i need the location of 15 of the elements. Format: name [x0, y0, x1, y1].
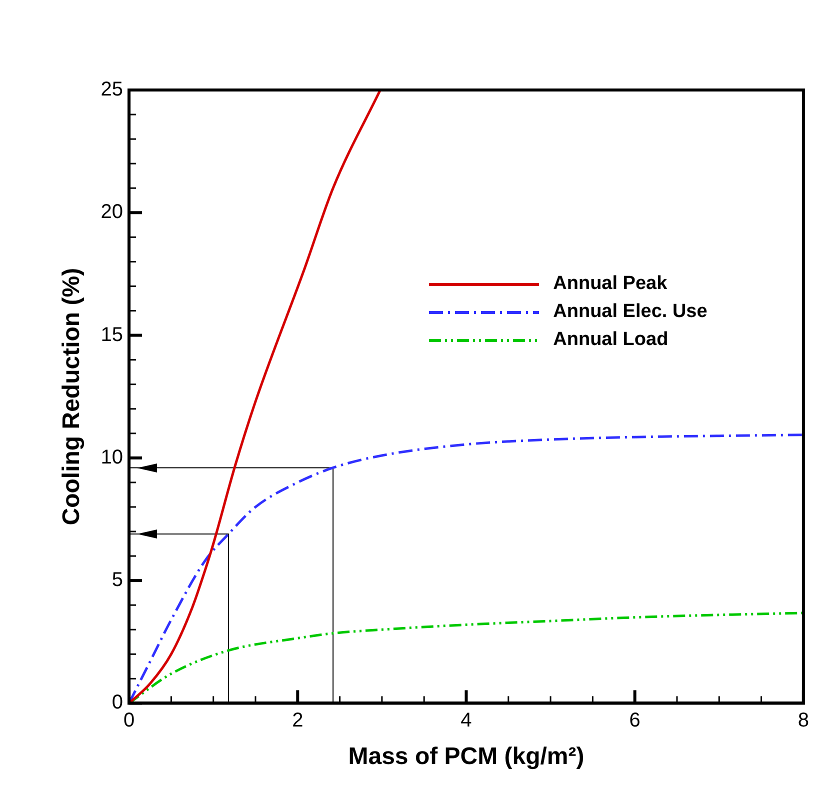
y-tick-label: 5 [112, 569, 124, 592]
x-axis-title: Mass of PCM (kg/m²) [348, 743, 584, 770]
x-tick-label: 6 [629, 710, 640, 732]
legend-label: Annual Elec. Use [553, 301, 708, 323]
x-tick-label: 4 [460, 710, 472, 732]
legend-label: Annual Load [553, 329, 668, 351]
y-tick-label: 25 [100, 78, 124, 101]
y-tick-label: 10 [100, 446, 124, 468]
legend-label: Annual Peak [553, 273, 668, 295]
x-tick-label: 2 [292, 710, 304, 732]
y-axis-title: Cooling Reduction (%) [58, 268, 86, 526]
y-tick-label: 0 [112, 692, 124, 714]
x-tick-label: 8 [798, 710, 809, 732]
y-tick-label: 20 [100, 201, 124, 224]
y-tick-label: 15 [100, 324, 124, 346]
